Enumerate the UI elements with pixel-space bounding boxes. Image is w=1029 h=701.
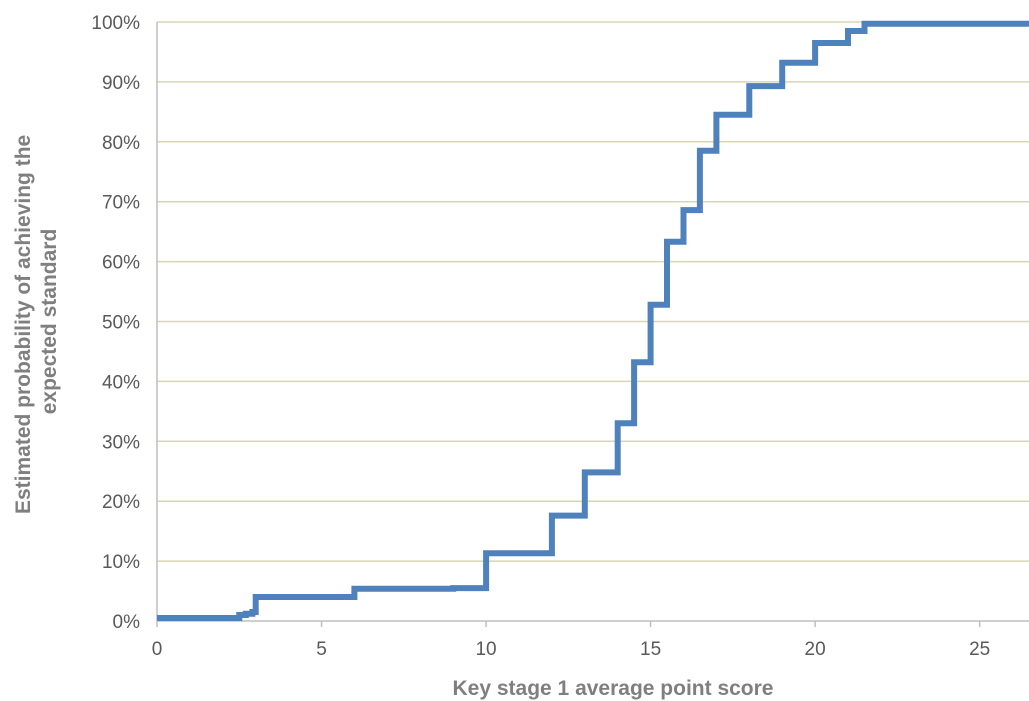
gridlines: [157, 21, 1029, 562]
y-tick-label: 70%: [102, 193, 140, 214]
series-step-line-0: [157, 20, 1029, 621]
y-tick-label: 100%: [91, 13, 140, 34]
x-tick-label: 15: [640, 639, 661, 660]
y-axis-title-line-2: expected standard: [38, 229, 61, 415]
y-tick-label: 0%: [113, 612, 141, 633]
x-tick-label: 10: [475, 639, 496, 660]
y-tick-label: 90%: [102, 73, 140, 94]
x-tick-label: 25: [969, 639, 990, 660]
x-tick-label: 20: [805, 639, 826, 660]
x-tick-label: 0: [152, 639, 163, 660]
y-tick-label: 10%: [102, 552, 140, 573]
series: [157, 20, 1029, 621]
y-tick-label: 30%: [102, 432, 140, 453]
tick-labels: 0% 10% 20% 30% 40% 50% 60% 70% 80% 90% 100% 0 5 10 15 2…: [91, 13, 990, 660]
y-axis-title-line-1: Estimated probability of achieving the: [12, 135, 35, 514]
y-tick-label: 60%: [102, 253, 140, 274]
y-axis-title: Estimated probability of achieving the e…: [12, 129, 61, 514]
x-axis-title: Key stage 1 average point score: [453, 677, 774, 700]
y-tick-label: 50%: [102, 313, 140, 334]
y-tick-label: 80%: [102, 133, 140, 154]
x-tick-label: 5: [316, 639, 327, 660]
axes: [156, 22, 1029, 627]
y-tick-label: 40%: [102, 372, 140, 393]
y-tick-label: 20%: [102, 492, 140, 513]
